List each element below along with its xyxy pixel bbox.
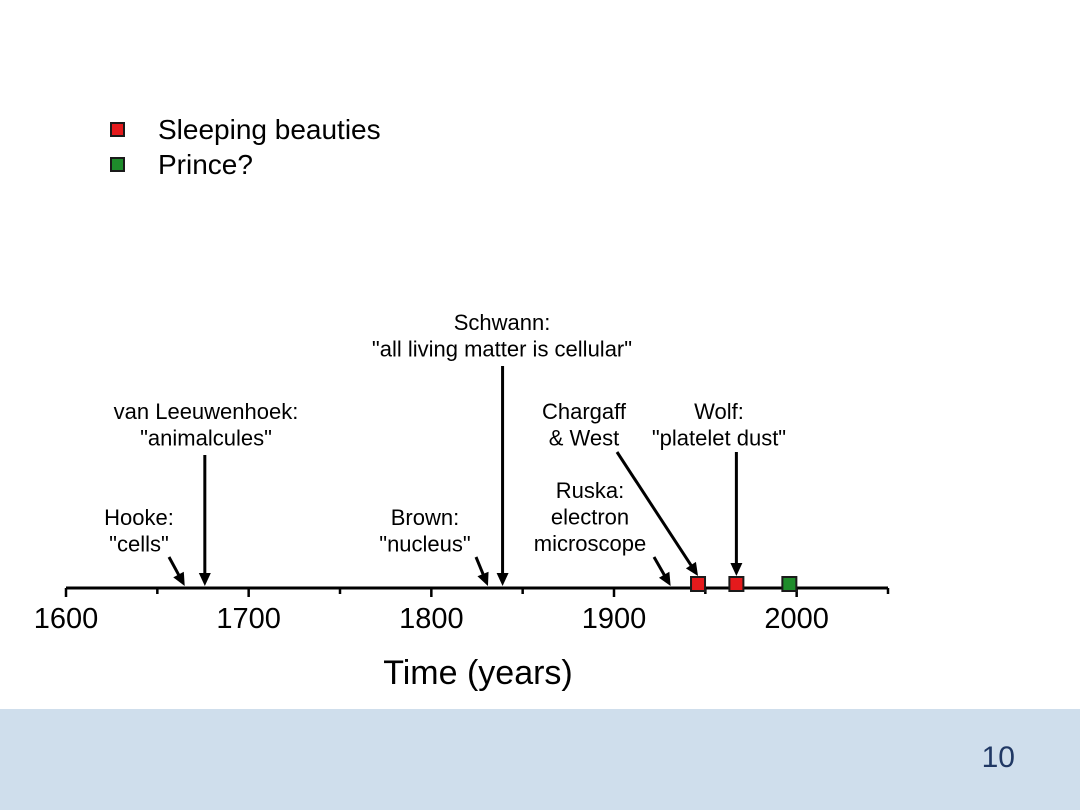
schwann-arrow [496,366,509,586]
arrow-head [685,561,699,576]
annotation-line: Brown: [391,505,459,530]
chargaff-annotation: Chargaff & West [542,399,699,576]
arrow-shaft [167,556,181,577]
annotation-line: "all living matter is cellular" [372,337,632,362]
arrow-shaft [652,556,666,577]
van-leeuwenhoek-arrow [198,455,211,586]
ruska-annotation: Ruska: electron microscope [534,478,671,586]
schwann-label: Schwann: "all living matter is cellular" [372,310,632,362]
wolf-label: Wolf: "platelet dust" [652,399,786,451]
arrow-head [198,573,211,586]
annotation-line: Schwann: [454,310,551,335]
hooke-annotation: Hooke: "cells" [104,505,185,586]
legend: Sleeping beauties Prince? [110,112,381,182]
x-tick-label: 1600 [34,603,99,635]
chargaff-arrow [615,451,699,576]
annotation-line: microscope [534,531,646,556]
arrow-head [477,571,489,586]
annotation-line: "animalcules" [140,426,272,451]
van-leeuwenhoek-annotation: van Leeuwenhoek: "animalcules" [114,399,299,586]
legend-item-sleeping-beauties: Sleeping beauties [110,112,381,147]
ruska-arrow [652,556,671,586]
van-leeuwenhoek-label: van Leeuwenhoek: "animalcules" [114,399,299,451]
legend-swatch-prince [110,157,125,172]
chargaff-label: Chargaff & West [542,399,627,451]
annotation-line: & West [549,426,620,451]
x-tick-label: 2000 [764,603,829,635]
hooke-arrow [167,556,185,586]
legend-label: Prince? [158,149,253,180]
brown-annotation: Brown: "nucleus" [379,505,489,586]
wolf-arrow [730,452,743,576]
schwann-annotation: Schwann: "all living matter is cellular" [372,310,632,586]
sleeping-beauties-marker [690,576,707,592]
markers [690,576,798,592]
annotation-line: Wolf: [694,399,744,424]
timeline-chart: Hooke: "cells" van Leeuwenhoek: "animalcule… [34,310,890,692]
sleeping-beauties-marker [728,576,745,592]
footer-band: 10 [0,709,1080,810]
page-number: 10 [981,741,1015,774]
annotations: Hooke: "cells" van Leeuwenhoek: "animalcule… [104,310,786,586]
brown-label: Brown: "nucleus" [379,505,470,557]
arrow-head [730,563,743,576]
prince-marker [781,576,798,592]
annotation-line: van Leeuwenhoek: [114,399,299,424]
annotation-line: Chargaff [542,399,627,424]
x-axis [64,586,890,597]
x-tick-label: 1900 [582,603,647,635]
x-tick-label: 1700 [216,603,281,635]
wolf-annotation: Wolf: "platelet dust" [652,399,786,576]
x-tick-label: 1800 [399,603,464,635]
annotation-line: Hooke: [104,505,174,530]
ruska-label: Ruska: electron microscope [534,478,646,556]
annotation-line: "cells" [109,532,169,557]
annotation-line: electron [551,505,629,530]
legend-label: Sleeping beauties [158,114,381,145]
annotation-line: "nucleus" [379,532,470,557]
legend-item-prince: Prince? [110,147,381,182]
x-axis-title: Time (years) [383,654,573,692]
annotation-line: Ruska: [556,478,624,503]
annotation-line: "platelet dust" [652,426,786,451]
arrow-shaft [615,451,693,567]
brown-arrow [474,556,489,586]
arrow-head [173,571,185,586]
hooke-label: Hooke: "cells" [104,505,174,557]
x-tick-labels: 1600 1700 1800 1900 2000 [34,603,829,635]
arrow-shaft [474,556,485,576]
legend-swatch-sleeping-beauties [110,122,125,137]
arrow-head [658,571,671,586]
arrow-head [496,573,509,586]
